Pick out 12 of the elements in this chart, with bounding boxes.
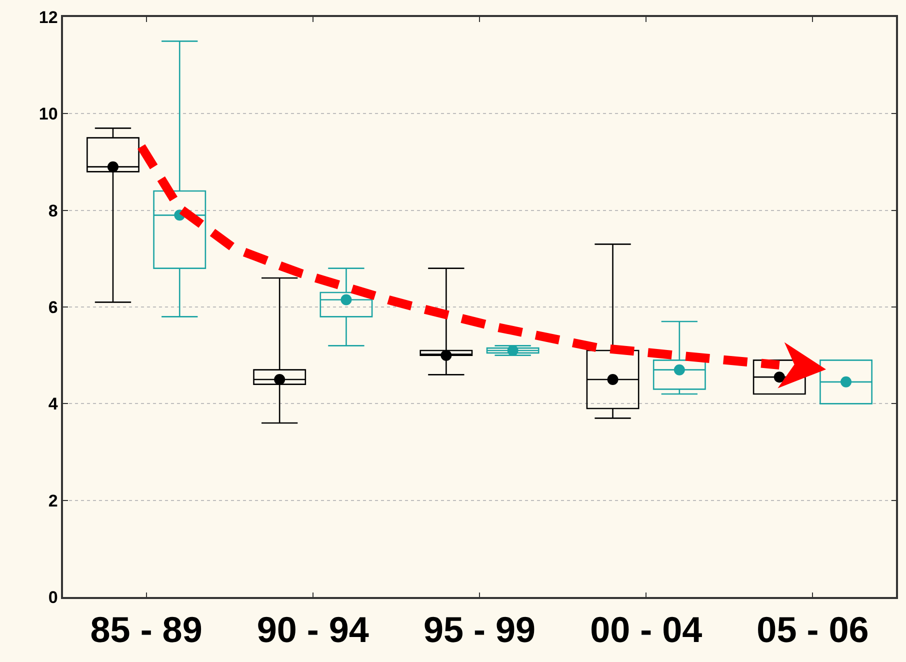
x-tick-label: 05 - 06 bbox=[756, 608, 869, 650]
y-tick-label: 0 bbox=[48, 588, 58, 607]
y-tick-label: 10 bbox=[38, 104, 58, 124]
y-tick-label: 8 bbox=[48, 201, 58, 220]
x-tick-label: 00 - 04 bbox=[590, 608, 702, 650]
y-tick-label: 2 bbox=[48, 491, 58, 510]
y-tick-label: 4 bbox=[48, 394, 58, 414]
x-tick-label: 90 - 94 bbox=[256, 608, 369, 650]
y-tick-label: 12 bbox=[38, 8, 58, 27]
y-tick-label: 6 bbox=[48, 298, 58, 317]
x-tick-label: 95 - 99 bbox=[423, 608, 536, 650]
x-tick-label: 85 - 89 bbox=[90, 608, 202, 650]
